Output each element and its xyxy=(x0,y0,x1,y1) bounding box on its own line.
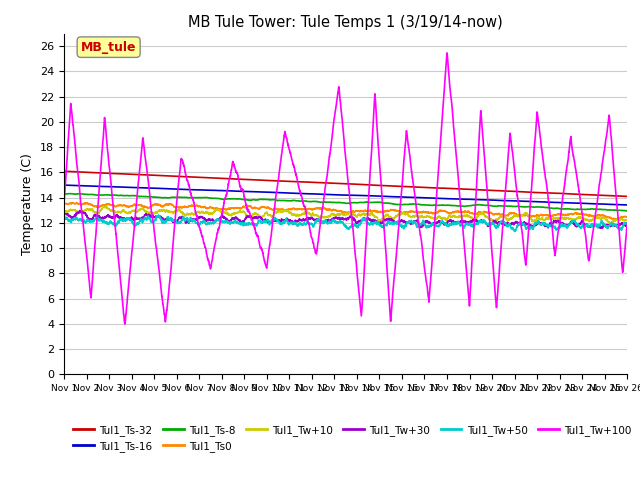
Legend: Tul1_Ts-32, Tul1_Ts-16, Tul1_Ts-8, Tul1_Ts0, Tul1_Tw+10, Tul1_Tw+30, Tul1_Tw+50,: Tul1_Ts-32, Tul1_Ts-16, Tul1_Ts-8, Tul1_… xyxy=(69,420,636,456)
Title: MB Tule Tower: Tule Temps 1 (3/19/14-now): MB Tule Tower: Tule Temps 1 (3/19/14-now… xyxy=(188,15,503,30)
Y-axis label: Temperature (C): Temperature (C) xyxy=(22,153,35,255)
Text: MB_tule: MB_tule xyxy=(81,41,136,54)
